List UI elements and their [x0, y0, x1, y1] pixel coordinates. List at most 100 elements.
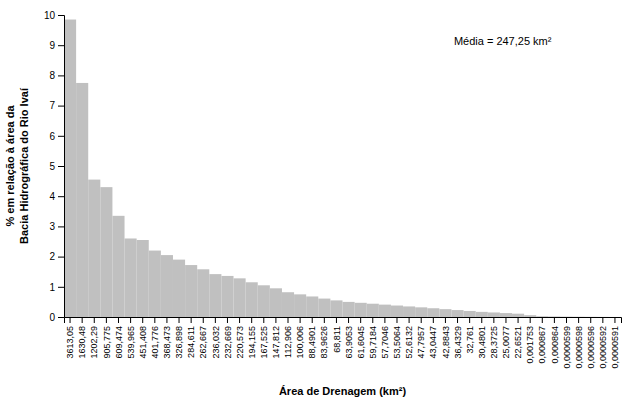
x-tick-label: 100,006 — [295, 326, 305, 359]
x-tick-mark — [372, 317, 373, 323]
bar — [415, 307, 427, 317]
x-tick-mark — [239, 317, 240, 323]
x-tick-label: 1202,29 — [89, 326, 99, 359]
bar — [476, 312, 488, 317]
x-tick: 236,032 — [211, 317, 221, 359]
x-tick-label: 147,812 — [271, 326, 281, 359]
y-tick-label: 4 — [49, 191, 55, 202]
x-tick-mark — [566, 317, 567, 323]
bar — [439, 309, 451, 317]
x-tick: 539,965 — [126, 317, 136, 359]
x-tick-mark — [457, 317, 458, 323]
x-tick-mark — [300, 317, 301, 323]
bar — [125, 238, 137, 317]
y-tick-mark — [58, 317, 64, 318]
bar — [246, 282, 258, 317]
bar — [355, 303, 367, 317]
bar — [270, 288, 282, 317]
y-tick: 8 — [49, 70, 64, 81]
x-tick-mark — [421, 317, 422, 323]
x-tick-label: 262,667 — [198, 326, 208, 359]
x-tick: 0,0000599 — [562, 317, 572, 369]
y-tick-mark — [58, 136, 64, 137]
x-tick-mark — [578, 317, 579, 323]
bar — [488, 312, 500, 317]
x-tick: 83,9626 — [319, 317, 329, 359]
x-tick-mark — [469, 317, 470, 323]
x-tick: 284,611 — [186, 317, 196, 358]
x-tick-label: 42,8843 — [441, 326, 451, 359]
bar — [221, 276, 233, 317]
x-tick-label: 83,9626 — [319, 326, 329, 359]
x-tick-label: 59,7184 — [368, 326, 378, 359]
y-tick-label: 1 — [49, 282, 55, 293]
y-tick: 3 — [49, 221, 64, 232]
x-tick-mark — [288, 317, 289, 323]
y-tick: 9 — [49, 40, 64, 51]
y-axis-domain — [58, 16, 65, 318]
x-tick: 28,3725 — [489, 317, 499, 359]
bar — [403, 306, 415, 317]
bar — [585, 316, 597, 317]
x-tick-mark — [360, 317, 361, 323]
x-tick: 112,906 — [283, 317, 293, 358]
y-tick: 4 — [49, 191, 64, 202]
x-tick-mark — [433, 317, 434, 323]
annotation: Média = 247,25 km² — [454, 35, 552, 47]
bar — [524, 315, 536, 317]
y-tick-mark — [58, 15, 64, 16]
x-tick-mark — [348, 317, 349, 323]
x-tick-mark — [227, 317, 228, 323]
x-tick: 88,4901 — [307, 317, 317, 359]
plot: 3613,051630,481202,29905,775609,474539,9… — [44, 10, 622, 369]
y-tick-label: 6 — [49, 131, 55, 142]
bar — [500, 313, 512, 317]
x-tick-label: 232,669 — [223, 326, 233, 359]
y-tick: 2 — [49, 251, 64, 262]
x-tick-mark — [215, 317, 216, 323]
x-tick-label: 28,3725 — [489, 326, 499, 359]
x-tick-mark — [518, 317, 519, 323]
x-tick-mark — [312, 317, 313, 323]
y-tick-mark — [58, 75, 64, 76]
x-tick-mark — [251, 317, 252, 323]
bar — [197, 269, 209, 317]
y-tick: 5 — [49, 161, 64, 172]
x-tick: 609,474 — [114, 317, 124, 359]
bar — [427, 308, 439, 317]
y-tick-label: 9 — [49, 40, 55, 51]
x-tick-label: 36,4329 — [453, 326, 463, 359]
y-axis-label-line: % em relação à área da — [4, 105, 16, 227]
x-tick-mark — [166, 317, 167, 323]
y-tick-label: 10 — [44, 10, 56, 21]
bar — [379, 305, 391, 317]
x-tick-label: 0,000867 — [537, 326, 547, 364]
x-tick-mark — [82, 317, 83, 323]
bar — [149, 251, 161, 317]
bar — [64, 20, 76, 317]
y-tick-mark — [58, 287, 64, 288]
bar — [597, 316, 609, 317]
x-tick-label: 539,965 — [126, 326, 136, 359]
y-tick-mark — [58, 106, 64, 107]
bar — [573, 316, 585, 317]
x-tick-mark — [409, 317, 410, 323]
x-tick: 59,7184 — [368, 317, 378, 359]
x-tick: 147,812 — [271, 317, 281, 359]
x-tick-label: 905,775 — [102, 326, 112, 359]
x-tick-label: 53,5064 — [392, 326, 402, 359]
x-tick-label: 167,525 — [259, 326, 269, 359]
x-tick: 57,7046 — [380, 317, 390, 359]
x-tick-mark — [130, 317, 131, 323]
x-tick-label: 0,0000591 — [610, 326, 620, 369]
x-tick-label: 284,611 — [186, 326, 196, 358]
x-tick-label: 326,898 — [174, 326, 184, 359]
bar — [112, 216, 124, 317]
x-tick: 53,5064 — [392, 317, 402, 359]
x-tick: 52,6132 — [404, 317, 414, 359]
bar — [76, 83, 88, 317]
x-tick: 0,0000591 — [610, 317, 620, 369]
bar — [464, 311, 476, 317]
x-tick: 32,761 — [465, 317, 475, 354]
x-tick: 63,9053 — [344, 317, 354, 359]
